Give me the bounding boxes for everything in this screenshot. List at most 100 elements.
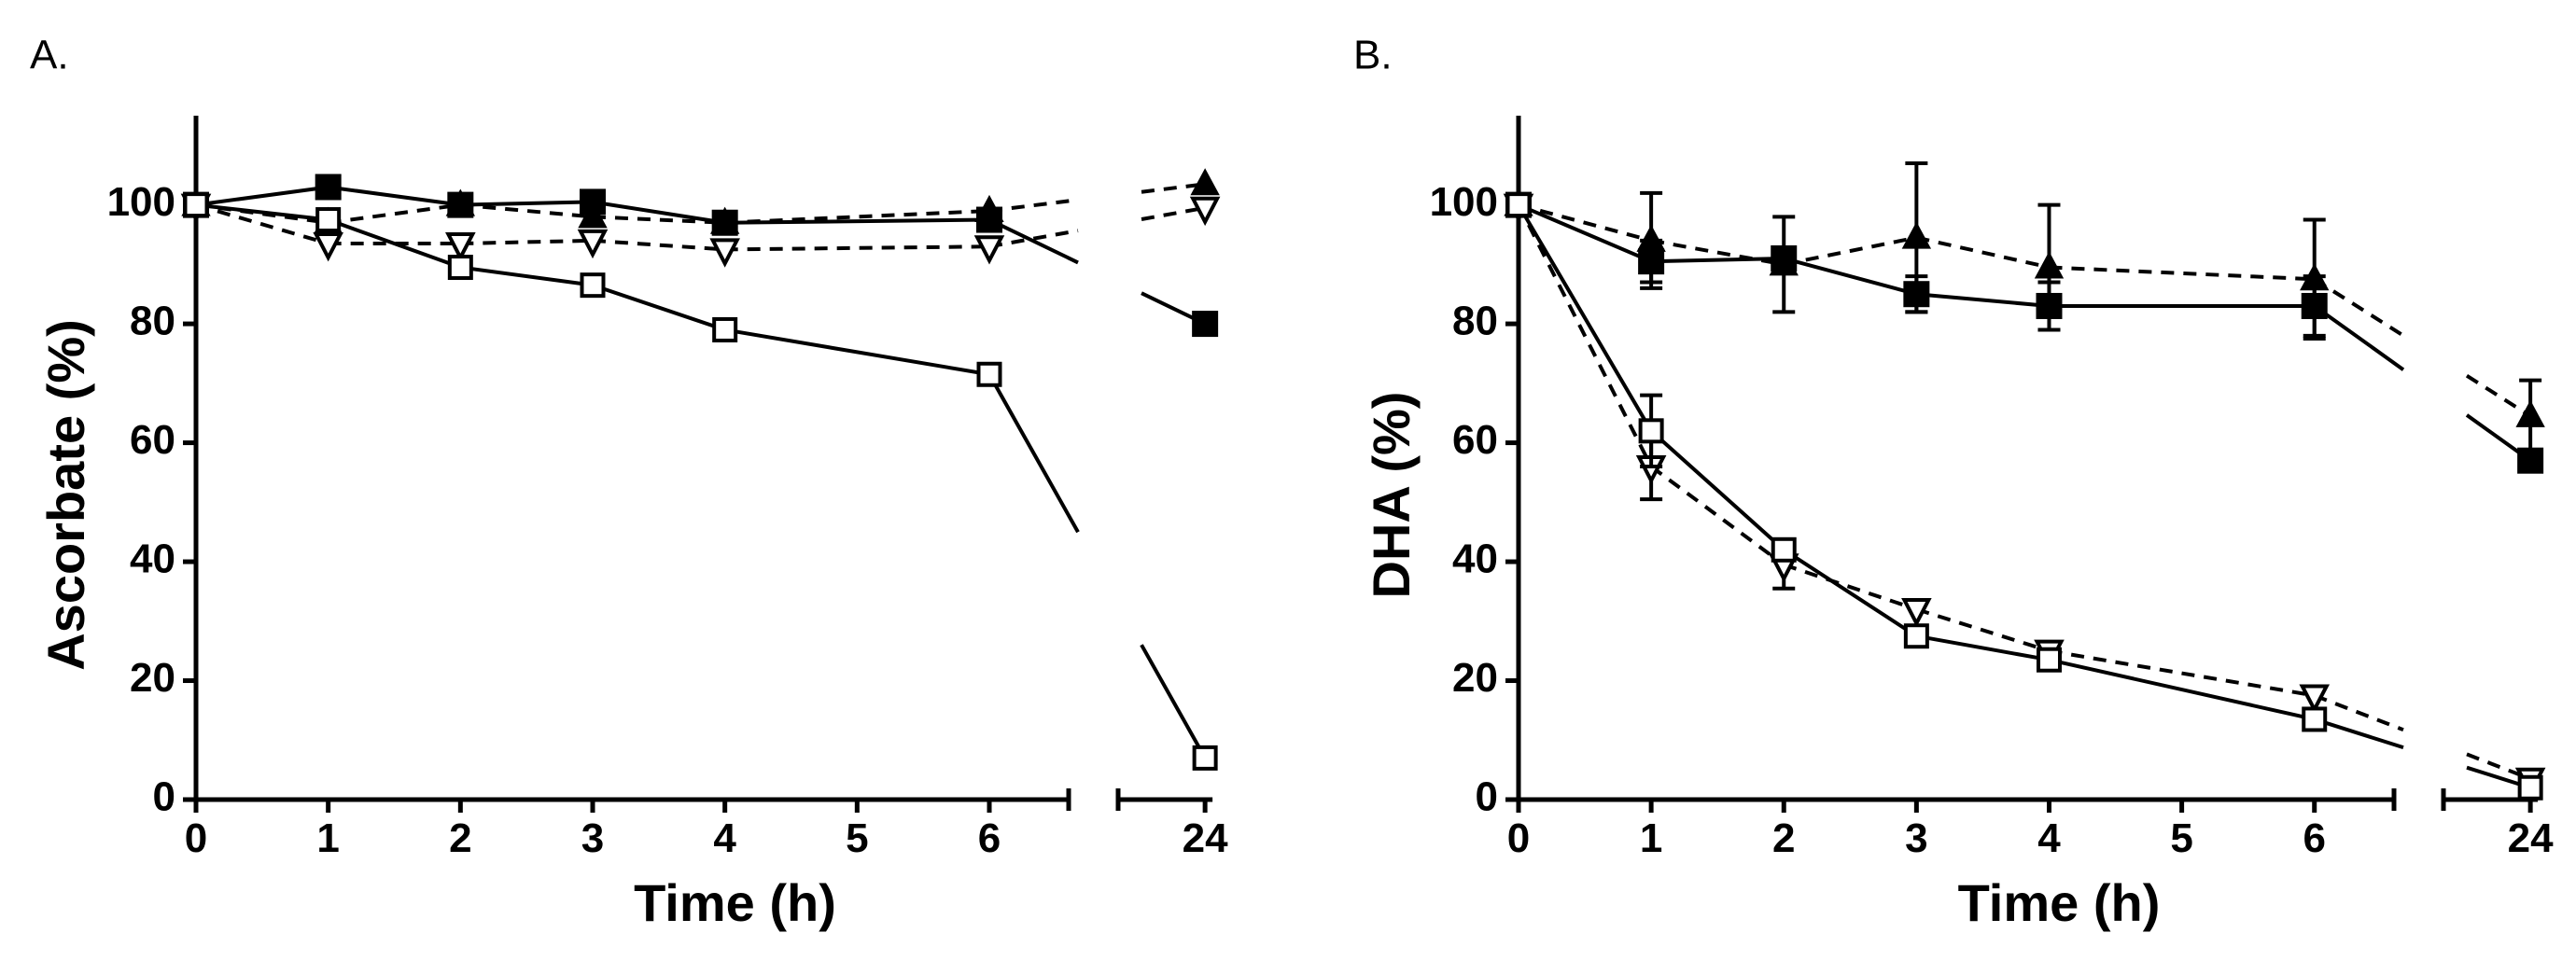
data-point — [1638, 418, 1664, 444]
series-line — [2313, 277, 2405, 338]
series-line — [195, 202, 329, 245]
series-open-square — [1505, 192, 2543, 801]
data-point — [974, 194, 1004, 222]
series-line — [1517, 203, 1653, 467]
series-line — [195, 202, 329, 222]
data-point — [709, 206, 740, 234]
x-axis-title: Time (h) — [1958, 873, 2161, 932]
data-point — [445, 232, 476, 262]
y-tick-label: 0 — [1476, 774, 1498, 820]
y-axis-title: DHA (%) — [1362, 392, 1421, 599]
data-point — [2300, 263, 2330, 291]
series-filled-square — [183, 174, 1219, 338]
y-tick-label: 60 — [1452, 417, 1498, 463]
series-line — [460, 265, 594, 287]
x-tick-label: 2 — [1772, 815, 1795, 861]
data-point — [976, 361, 1002, 387]
series-open-triangle-down — [1503, 193, 2546, 798]
series-line — [724, 327, 990, 377]
series-line — [2313, 304, 2405, 371]
series-line — [327, 217, 462, 270]
series-line — [1141, 182, 1206, 194]
series-line — [2465, 374, 2532, 418]
y-tick-label: 60 — [130, 417, 175, 463]
x-tick-label: 24 — [1183, 815, 1228, 861]
y-tick-label: 20 — [130, 655, 175, 701]
series-open-square — [183, 192, 1218, 771]
series-line — [1649, 465, 1785, 566]
chart-panel-a: A. 0 20 40 60 80 100 0 1 2 3 4 5 6 24 Time (h) Ascorbate… — [30, 33, 1228, 932]
x-tick-label: 1 — [1640, 815, 1662, 861]
data-point — [315, 174, 342, 201]
data-point — [2302, 706, 2328, 732]
data-point — [447, 255, 473, 281]
data-point — [2299, 684, 2331, 714]
data-point — [973, 235, 1005, 265]
series-line — [988, 217, 1079, 265]
series-line — [724, 244, 990, 252]
series-line — [988, 229, 1079, 249]
chart-panel-b: B. 0 20 40 60 80 100 0 1 2 3 4 5 6 24 Time (h) DHA (%) — [1353, 33, 2554, 932]
data-point — [315, 207, 342, 233]
series-line — [1518, 202, 1652, 264]
x-tick-label: 0 — [1507, 815, 1530, 861]
y-tick-label: 100 — [107, 179, 175, 225]
data-point — [2515, 399, 2545, 427]
series-line — [1518, 202, 1652, 243]
data-point — [2036, 647, 2062, 673]
series-line — [1783, 563, 1918, 611]
x-tick-label: 0 — [185, 815, 207, 861]
data-point — [183, 192, 209, 218]
x-tick-label: 6 — [978, 815, 1001, 861]
data-point — [1903, 623, 1929, 649]
series-line — [460, 238, 594, 246]
series-line — [987, 373, 1080, 534]
series-line — [1783, 235, 1917, 267]
panel-label: A. — [30, 33, 69, 78]
x-tick-label: 3 — [1905, 815, 1927, 861]
series-line — [328, 185, 461, 207]
x-tick-label: 5 — [2170, 815, 2192, 861]
x-axis-title: Time (h) — [634, 873, 836, 932]
x-tick-label: 2 — [449, 815, 471, 861]
series-line — [2049, 658, 2316, 721]
data-point — [1771, 536, 1797, 563]
series-line — [592, 238, 725, 252]
series-line — [195, 185, 329, 207]
series-line — [1140, 644, 1207, 759]
series-line — [1141, 205, 1206, 221]
data-point — [578, 201, 608, 229]
series-line — [1783, 257, 1917, 297]
series-line — [460, 200, 594, 207]
series-line — [460, 202, 594, 219]
data-point — [1901, 598, 1932, 628]
x-tick-label: 4 — [713, 815, 736, 861]
x-tick-label: 3 — [581, 815, 604, 861]
x-tick-label: 5 — [846, 815, 868, 861]
data-point — [1901, 221, 1932, 249]
data-point — [577, 229, 609, 259]
data-point — [1636, 224, 1666, 252]
panel-label: B. — [1353, 33, 1393, 78]
series-line — [988, 198, 1079, 213]
data-point — [2517, 774, 2543, 801]
series-line — [1650, 238, 1785, 267]
y-tick-label: 80 — [130, 299, 175, 344]
y-tick-label: 80 — [1452, 299, 1498, 344]
x-tick-label: 1 — [316, 815, 339, 861]
series-line — [1915, 607, 2051, 653]
series-line — [1783, 548, 1918, 638]
series-line — [2049, 648, 2316, 698]
data-point — [313, 232, 343, 262]
series-line — [592, 200, 725, 225]
data-point — [580, 272, 606, 299]
x-tick-label: 24 — [2508, 815, 2554, 861]
data-point — [712, 316, 738, 342]
x-tick-label: 6 — [2303, 815, 2325, 861]
series-line — [1517, 203, 1653, 432]
series-line — [592, 283, 726, 332]
x-tick-label: 4 — [2037, 815, 2061, 861]
series-filled-triangle — [1504, 160, 2545, 454]
y-axis-title: Ascorbate (%) — [36, 319, 95, 671]
